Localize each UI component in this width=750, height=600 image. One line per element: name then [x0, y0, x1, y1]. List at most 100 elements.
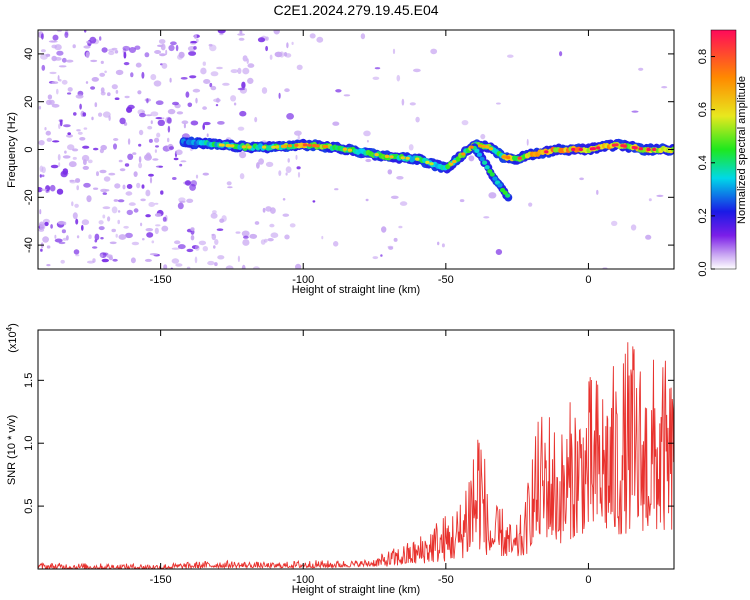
spectrogram-y-ticks: -40 -20 0 20 40 — [23, 48, 674, 253]
noise-dot — [203, 79, 211, 84]
noise-dot — [81, 224, 84, 231]
noise-dot — [295, 154, 298, 160]
noise-dot — [49, 99, 55, 105]
noise-dot — [83, 182, 91, 188]
noise-dot — [107, 216, 111, 222]
noise-dot — [119, 168, 126, 172]
snr-panel: -150 -100 -50 0 0.5 1.0 1.5 Height of straigh… — [5, 323, 675, 596]
noise-dot — [149, 176, 153, 184]
x-tick-label: -150 — [150, 274, 172, 286]
ridge-peak — [429, 162, 434, 166]
snr-x-axis-label: Height of straight line (km) — [292, 584, 420, 596]
noise-dot — [84, 30, 87, 33]
noise-dot — [40, 248, 43, 252]
ridge-core — [497, 183, 503, 188]
noise-dot — [71, 201, 74, 207]
noise-dot — [409, 102, 416, 106]
noise-dot — [216, 228, 224, 231]
noise-dot — [161, 62, 168, 69]
noise-dot — [64, 150, 67, 154]
ridge-core — [484, 165, 490, 170]
noise-dot — [401, 98, 405, 106]
y-tick-label: -20 — [23, 189, 35, 205]
noise-dot — [190, 40, 198, 44]
ridge-peak — [589, 147, 594, 151]
noise-dot — [39, 209, 42, 215]
noise-dot — [61, 79, 68, 85]
noise-dot — [113, 138, 119, 141]
noise-dot — [58, 65, 67, 68]
ridge-peak — [415, 157, 420, 161]
noise-dot — [91, 77, 100, 82]
noise-dot — [141, 110, 145, 113]
noise-dot — [202, 246, 208, 252]
spectrogram-y-axis-label: Frequency (Hz) — [6, 112, 18, 188]
noise-dot — [92, 246, 98, 249]
noise-dot — [38, 105, 42, 110]
noise-dot — [390, 195, 399, 199]
noise-dot — [38, 140, 45, 146]
noise-dot — [206, 133, 209, 137]
noise-dot — [190, 227, 195, 232]
noise-dot — [40, 49, 46, 53]
noise-dot — [202, 123, 205, 130]
colorbar-gradient — [710, 29, 737, 270]
noise-dot — [167, 108, 176, 115]
noise-dot — [210, 85, 217, 91]
noise-dot — [282, 198, 286, 201]
noise-dot — [141, 71, 145, 79]
ridge-peak — [323, 145, 329, 149]
noise-dot — [286, 113, 294, 120]
noise-dot — [190, 235, 195, 241]
noise-dot — [51, 55, 57, 62]
ridge-peak — [481, 144, 486, 148]
noise-dot — [81, 219, 90, 226]
ridge-peak — [261, 145, 267, 149]
spectrogram-panel: -150 -100 -50 0 -40 -20 0 20 40 Height of strai… — [6, 29, 675, 296]
noise-dot — [265, 45, 268, 52]
noise-dot — [210, 71, 219, 77]
noise-dot — [261, 87, 268, 94]
x-tick-label: -150 — [150, 574, 172, 586]
noise-dot — [145, 189, 151, 197]
noise-dot — [83, 45, 91, 49]
noise-dot — [152, 158, 159, 161]
ridge-peak — [312, 144, 317, 148]
noise-dot — [227, 186, 233, 189]
noise-dot — [133, 208, 139, 213]
noise-dot — [52, 140, 60, 143]
noise-dot — [177, 244, 186, 250]
noise-dot — [111, 206, 118, 214]
noise-dot — [374, 67, 381, 70]
noise-dot — [111, 228, 116, 233]
noise-dot — [656, 194, 664, 197]
noise-dot — [83, 127, 88, 130]
noise-dot — [190, 120, 199, 126]
noise-dot — [160, 43, 166, 51]
noise-dot — [50, 164, 59, 169]
x-tick-label: -100 — [292, 274, 314, 286]
noise-dot — [76, 129, 81, 132]
noise-dot — [365, 198, 369, 202]
noise-dot — [169, 77, 172, 83]
colorbar-tick-label: 0.0 — [697, 261, 709, 276]
noise-dot — [596, 189, 599, 195]
noise-dot — [226, 181, 232, 186]
noise-dot — [237, 67, 242, 74]
ridge-peak — [646, 147, 651, 152]
noise-dot — [441, 243, 445, 248]
noise-dot — [38, 187, 43, 193]
noise-dot — [174, 240, 181, 245]
noise-dot — [96, 171, 99, 177]
noise-dot — [104, 70, 107, 74]
noise-dot — [283, 52, 288, 57]
noise-dot — [98, 220, 104, 225]
ridge-peak — [620, 144, 625, 148]
noise-dot — [109, 241, 117, 245]
colorbar-tick-label: 0.6 — [697, 102, 709, 117]
noise-dot — [195, 38, 199, 43]
noise-dot — [187, 102, 193, 108]
noise-dot — [161, 225, 169, 232]
noise-dot — [154, 213, 162, 217]
